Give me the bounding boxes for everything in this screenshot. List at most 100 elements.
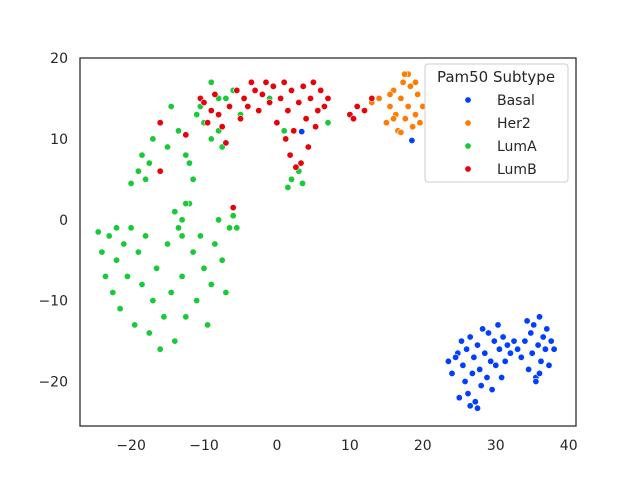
point-luma-44 (134, 167, 142, 175)
legend: Pam50 Subtype Basal Her2 LumA LumB (424, 63, 569, 183)
point-luma-0 (94, 228, 102, 236)
point-luma-2 (102, 272, 110, 280)
point-lumb-43 (320, 103, 328, 111)
point-luma-52 (175, 127, 183, 135)
point-basal-13 (476, 365, 484, 373)
x-axis-ticks: −20 −10 0 10 20 30 40 (116, 438, 577, 454)
point-lumb-9 (218, 123, 226, 131)
point-lumb-23 (269, 82, 277, 90)
point-luma-4 (109, 288, 117, 296)
point-lumb-16 (244, 103, 252, 111)
point-basal-34 (523, 317, 531, 325)
x-tick-label: 40 (560, 438, 578, 454)
point-luma-1 (98, 248, 106, 256)
point-basal-10 (470, 353, 478, 361)
point-basal-23 (494, 321, 502, 329)
point-luma-34 (218, 256, 226, 264)
point-basal-8 (466, 333, 474, 341)
point-lumb-5 (204, 119, 212, 127)
point-her2-16 (416, 119, 424, 127)
point-luma-56 (193, 111, 201, 119)
point-basal-33 (521, 337, 529, 345)
point-lumb-41 (314, 107, 322, 115)
point-lumb-32 (292, 163, 300, 171)
point-basal-15 (479, 325, 487, 333)
point-basal-51 (473, 404, 481, 412)
point-basal-35 (525, 365, 533, 373)
point-luma-27 (193, 297, 201, 305)
point-luma-28 (196, 232, 204, 240)
legend-marker-her2 (464, 119, 472, 127)
point-lumb-4 (200, 99, 208, 107)
legend-marker-luma (464, 142, 472, 150)
legend-box (424, 63, 569, 183)
point-lumb-27 (282, 135, 290, 143)
point-basal-20 (488, 386, 496, 394)
point-basal-5 (461, 377, 469, 385)
point-luma-72 (324, 119, 332, 127)
point-basal-55 (298, 128, 306, 136)
point-lumb-46 (349, 115, 357, 123)
y-tick-label: 0 (59, 213, 68, 229)
point-basal-45 (543, 325, 551, 333)
point-lumb-17 (247, 78, 255, 86)
point-lumb-20 (258, 90, 266, 98)
point-her2-15 (414, 90, 422, 98)
point-basal-28 (503, 341, 511, 349)
point-luma-67 (287, 175, 295, 183)
x-tick-label: −20 (116, 438, 146, 454)
point-basal-26 (499, 333, 507, 341)
point-her2-22 (411, 78, 419, 86)
point-lumb-24 (273, 119, 281, 127)
point-basal-21 (490, 337, 498, 345)
point-her2-13 (409, 123, 417, 131)
point-luma-32 (211, 240, 219, 248)
point-lumb-44 (324, 94, 332, 102)
point-luma-6 (116, 305, 124, 313)
x-tick-label: −10 (189, 438, 219, 454)
point-her2-19 (397, 128, 405, 136)
point-lumb-10 (222, 139, 230, 147)
point-luma-39 (171, 208, 179, 216)
scatter-points (94, 70, 558, 412)
point-lumb-1 (156, 119, 164, 127)
point-her2-8 (397, 94, 405, 102)
point-luma-29 (200, 264, 208, 272)
point-lumb-6 (207, 107, 215, 115)
point-luma-14 (145, 329, 153, 337)
point-luma-74 (113, 224, 121, 232)
point-luma-8 (123, 272, 131, 280)
point-lumb-22 (266, 99, 274, 107)
point-lumb-13 (233, 86, 241, 94)
point-lumb-26 (280, 78, 288, 86)
point-lumb-49 (368, 94, 376, 102)
point-lumb-15 (240, 94, 248, 102)
point-lumb-18 (251, 86, 259, 94)
point-basal-27 (501, 357, 509, 365)
point-luma-31 (207, 280, 215, 288)
y-tick-label: 10 (50, 132, 68, 148)
point-lumb-8 (215, 111, 223, 119)
point-luma-38 (233, 224, 241, 232)
point-basal-46 (545, 361, 553, 369)
point-basal-44 (541, 345, 549, 353)
point-her2-3 (382, 119, 390, 127)
legend-marker-lumb (464, 165, 472, 173)
point-her2-14 (411, 111, 419, 119)
point-luma-9 (127, 224, 135, 232)
point-basal-50 (466, 402, 474, 410)
x-tick-label: 0 (272, 438, 281, 454)
point-luma-3 (105, 232, 113, 240)
legend-title: Pam50 Subtype (437, 68, 555, 86)
point-luma-5 (113, 256, 121, 264)
legend-label-luma: LumA (497, 139, 537, 155)
point-basal-16 (481, 349, 489, 357)
point-lumb-38 (306, 94, 314, 102)
point-luma-43 (127, 179, 135, 187)
point-basal-49 (532, 377, 540, 385)
point-lumb-31 (290, 127, 298, 135)
point-basal-48 (550, 345, 558, 353)
point-luma-45 (142, 175, 150, 183)
point-basal-41 (535, 313, 543, 321)
point-lumb-21 (262, 78, 270, 86)
